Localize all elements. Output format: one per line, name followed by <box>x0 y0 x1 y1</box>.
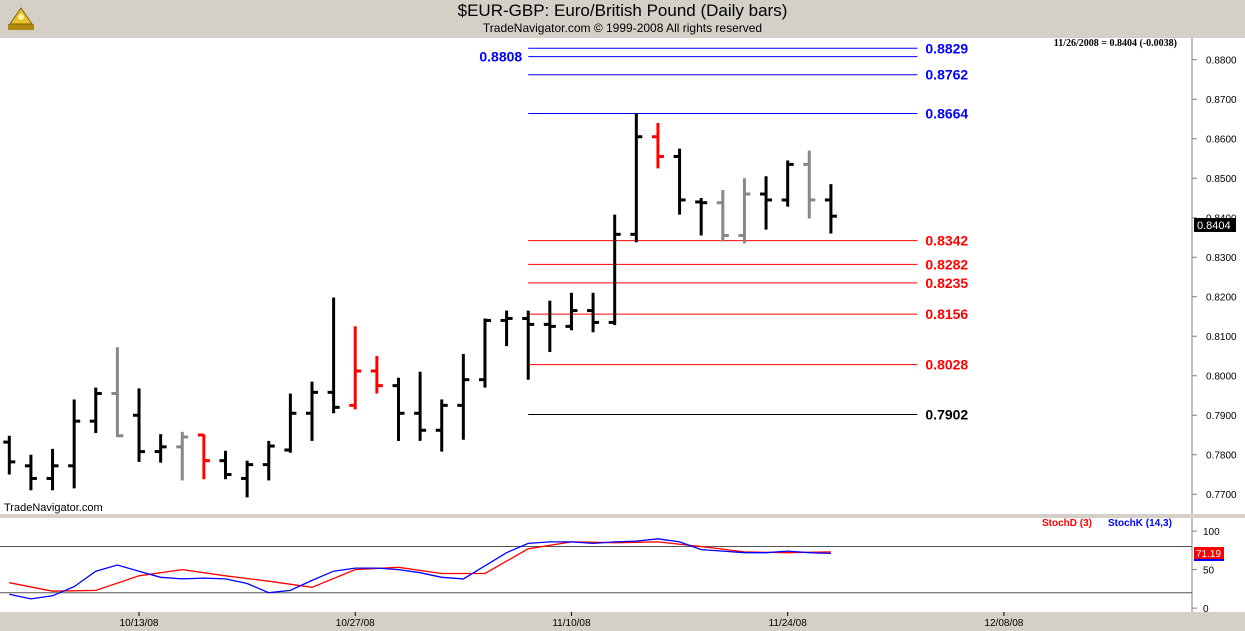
ohlc-bar <box>803 150 816 219</box>
title-bar: $EUR-GBP: Euro/British Pound (Daily bars… <box>0 0 1245 38</box>
stoch-legend-d: StochD (3) <box>1042 518 1092 529</box>
ohlc-bar <box>68 399 81 489</box>
stoch-legend-k: StochK (14,3) <box>1108 518 1172 529</box>
copyright-notice: TradeNavigator.com © 1999-2008 All right… <box>482 21 763 35</box>
date-tick-label: 12/08/08 <box>984 618 1023 629</box>
stoch-tick-label: 50 <box>1203 566 1215 577</box>
ohlc-bar <box>608 214 621 326</box>
stoch-current-marker: 71.19 <box>1194 547 1224 561</box>
ohlc-bar <box>197 433 210 480</box>
ohlc-bar <box>478 318 491 388</box>
ohlc-bar <box>327 297 340 414</box>
price-tick-label: 0.7900 <box>1206 411 1237 422</box>
ohlc-bar <box>630 113 643 243</box>
price-tick-label: 0.8700 <box>1206 95 1237 106</box>
ohlc-bar <box>565 292 578 331</box>
level-label: 0.8028 <box>925 357 968 373</box>
price-axis-background <box>1192 38 1245 514</box>
ohlc-bar <box>695 197 708 236</box>
level-label: 0.8156 <box>925 306 968 322</box>
level-label: 0.8829 <box>925 40 968 56</box>
level-label: 0.8762 <box>925 67 968 83</box>
stoch-axis-background <box>1192 518 1245 612</box>
stoch-series-line <box>9 541 831 592</box>
ohlc-bar <box>500 310 513 347</box>
price-tick-label: 0.8500 <box>1206 174 1237 185</box>
price-tick-label: 0.7800 <box>1206 451 1237 462</box>
ohlc-bar <box>587 292 600 333</box>
panel-separator <box>0 514 1245 518</box>
ohlc-bar <box>262 440 275 481</box>
level-label: 0.8342 <box>925 233 968 249</box>
ohlc-bar <box>414 371 427 441</box>
level-label: 0.8282 <box>925 256 968 272</box>
stoch-plot-background <box>0 518 1192 612</box>
level-label: 0.8664 <box>925 105 968 121</box>
ohlc-bar <box>522 310 535 380</box>
ohlc-bar <box>543 300 556 353</box>
ohlc-bar <box>435 399 448 452</box>
ohlc-bar <box>133 388 146 462</box>
ohlc-bar <box>370 355 383 394</box>
ohlc-bar <box>781 160 794 207</box>
ohlc-bar <box>24 454 37 491</box>
stoch-tick-label: 0 <box>1203 604 1209 615</box>
ohlc-bar <box>3 435 16 475</box>
level-label: 0.8235 <box>925 275 968 291</box>
price-tick-label: 0.7700 <box>1206 490 1237 501</box>
level-label: 0.8808 <box>479 49 522 65</box>
ohlc-bar <box>241 460 254 498</box>
ohlc-bar <box>738 178 751 244</box>
ohlc-bar <box>716 190 729 242</box>
price-plot-background <box>0 38 1192 514</box>
price-tick-label: 0.8300 <box>1206 253 1237 264</box>
ohlc-bar <box>457 354 470 440</box>
stoch-tick-label: 100 <box>1203 527 1220 538</box>
ohlc-bar <box>284 393 297 453</box>
current-price-marker: 0.8404 <box>1194 218 1236 232</box>
watermark: TradeNavigator.com <box>4 502 103 514</box>
ohlc-bar <box>392 377 405 441</box>
ohlc-bar <box>154 434 167 463</box>
price-tick-label: 0.8800 <box>1206 56 1237 67</box>
date-tick-label: 11/10/08 <box>552 618 591 629</box>
date-tick-label: 11/24/08 <box>769 618 808 629</box>
level-label: 0.7902 <box>925 406 968 422</box>
ohlc-bar <box>111 347 124 438</box>
ohlc-bar <box>349 326 362 410</box>
svg-text:0.8404: 0.8404 <box>1197 220 1231 232</box>
date-axis-background <box>0 612 1245 631</box>
date-tick-label: 10/27/08 <box>336 618 375 629</box>
ohlc-bar <box>306 381 318 441</box>
last-price-info: 11/26/2008 = 0.8404 (-0.0038) <box>1054 38 1177 49</box>
ohlc-bar <box>651 122 664 169</box>
price-tick-label: 0.8000 <box>1206 372 1237 383</box>
ohlc-bar <box>219 450 232 480</box>
trade-navigator-logo-icon <box>8 7 34 30</box>
stoch-series-line <box>9 538 831 600</box>
price-tick-label: 0.8600 <box>1206 135 1237 146</box>
ohlc-bar <box>824 184 837 234</box>
svg-text:71.19: 71.19 <box>1196 549 1221 560</box>
ohlc-bar <box>46 448 59 491</box>
ohlc-bar <box>760 176 773 230</box>
chart-title: $EUR-GBP: Euro/British Pound (Daily bars… <box>457 1 788 20</box>
date-tick-label: 10/13/08 <box>120 618 159 629</box>
ohlc-bar <box>89 387 102 434</box>
price-tick-label: 0.8200 <box>1206 293 1237 304</box>
price-tick-label: 0.8100 <box>1206 332 1237 343</box>
ohlc-bar <box>176 431 189 481</box>
ohlc-bar <box>673 148 686 215</box>
